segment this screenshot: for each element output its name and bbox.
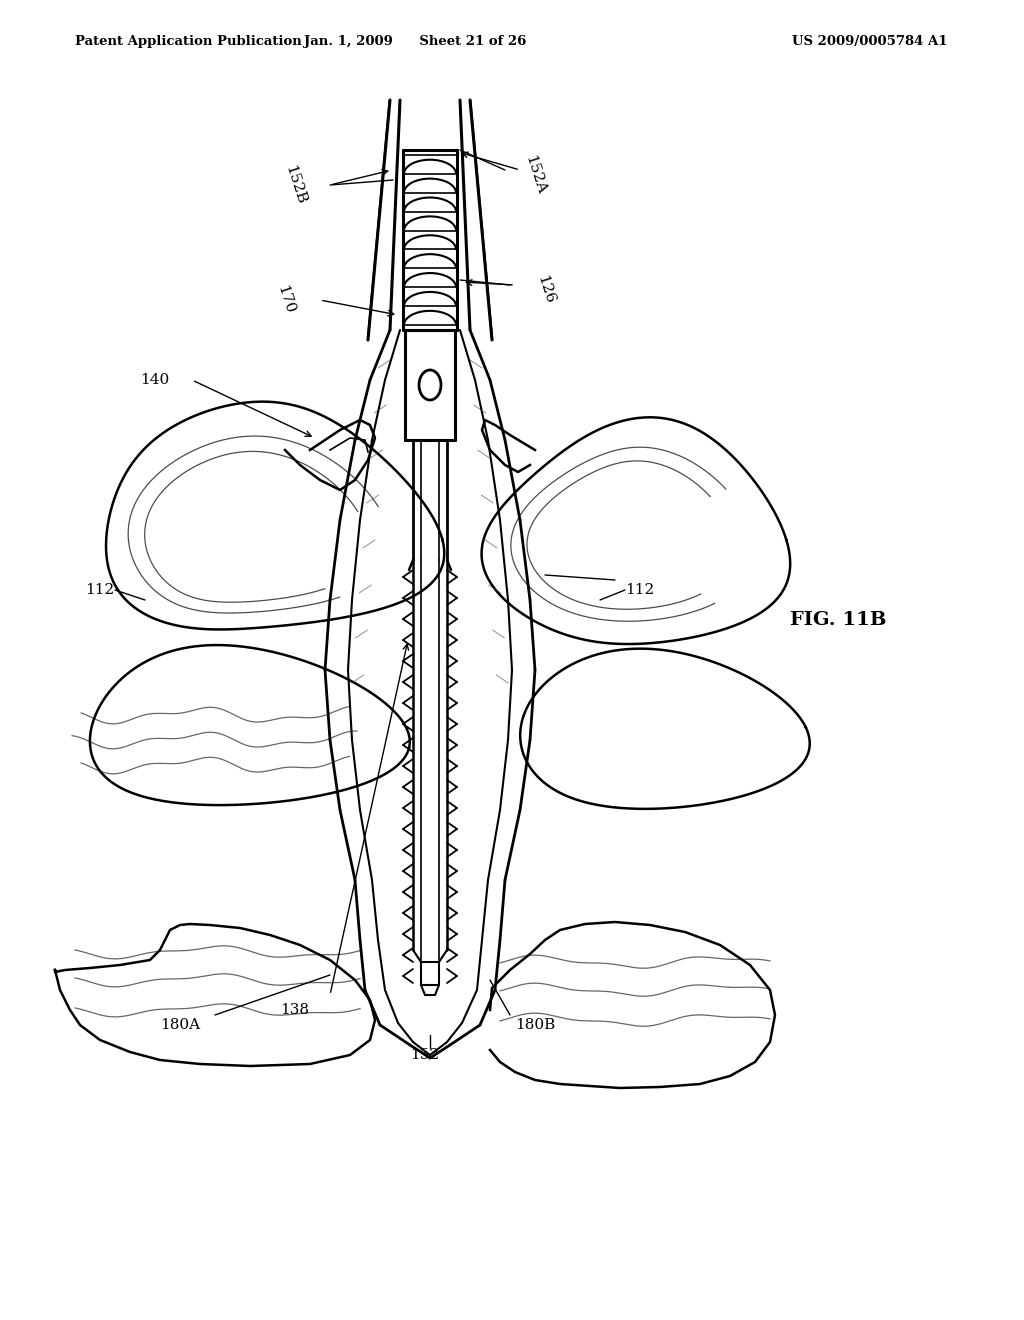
Text: Jan. 1, 2009  Sheet 21 of 26: Jan. 1, 2009 Sheet 21 of 26	[304, 36, 526, 49]
Text: 112: 112	[85, 583, 115, 597]
Text: 138: 138	[281, 1003, 309, 1016]
Text: 152A: 152A	[522, 153, 548, 197]
Text: FIG. 11B: FIG. 11B	[790, 611, 887, 630]
Text: US 2009/0005784 A1: US 2009/0005784 A1	[793, 36, 948, 49]
Text: 170: 170	[273, 284, 296, 315]
Text: 140: 140	[140, 374, 170, 387]
Ellipse shape	[419, 370, 441, 400]
Text: 180B: 180B	[515, 1018, 555, 1032]
Text: Patent Application Publication: Patent Application Publication	[75, 36, 302, 49]
Text: 180A: 180A	[160, 1018, 200, 1032]
Text: 126: 126	[534, 275, 556, 306]
Text: 112: 112	[626, 583, 654, 597]
Text: 152: 152	[411, 1048, 439, 1063]
Text: 152B: 152B	[283, 164, 308, 206]
